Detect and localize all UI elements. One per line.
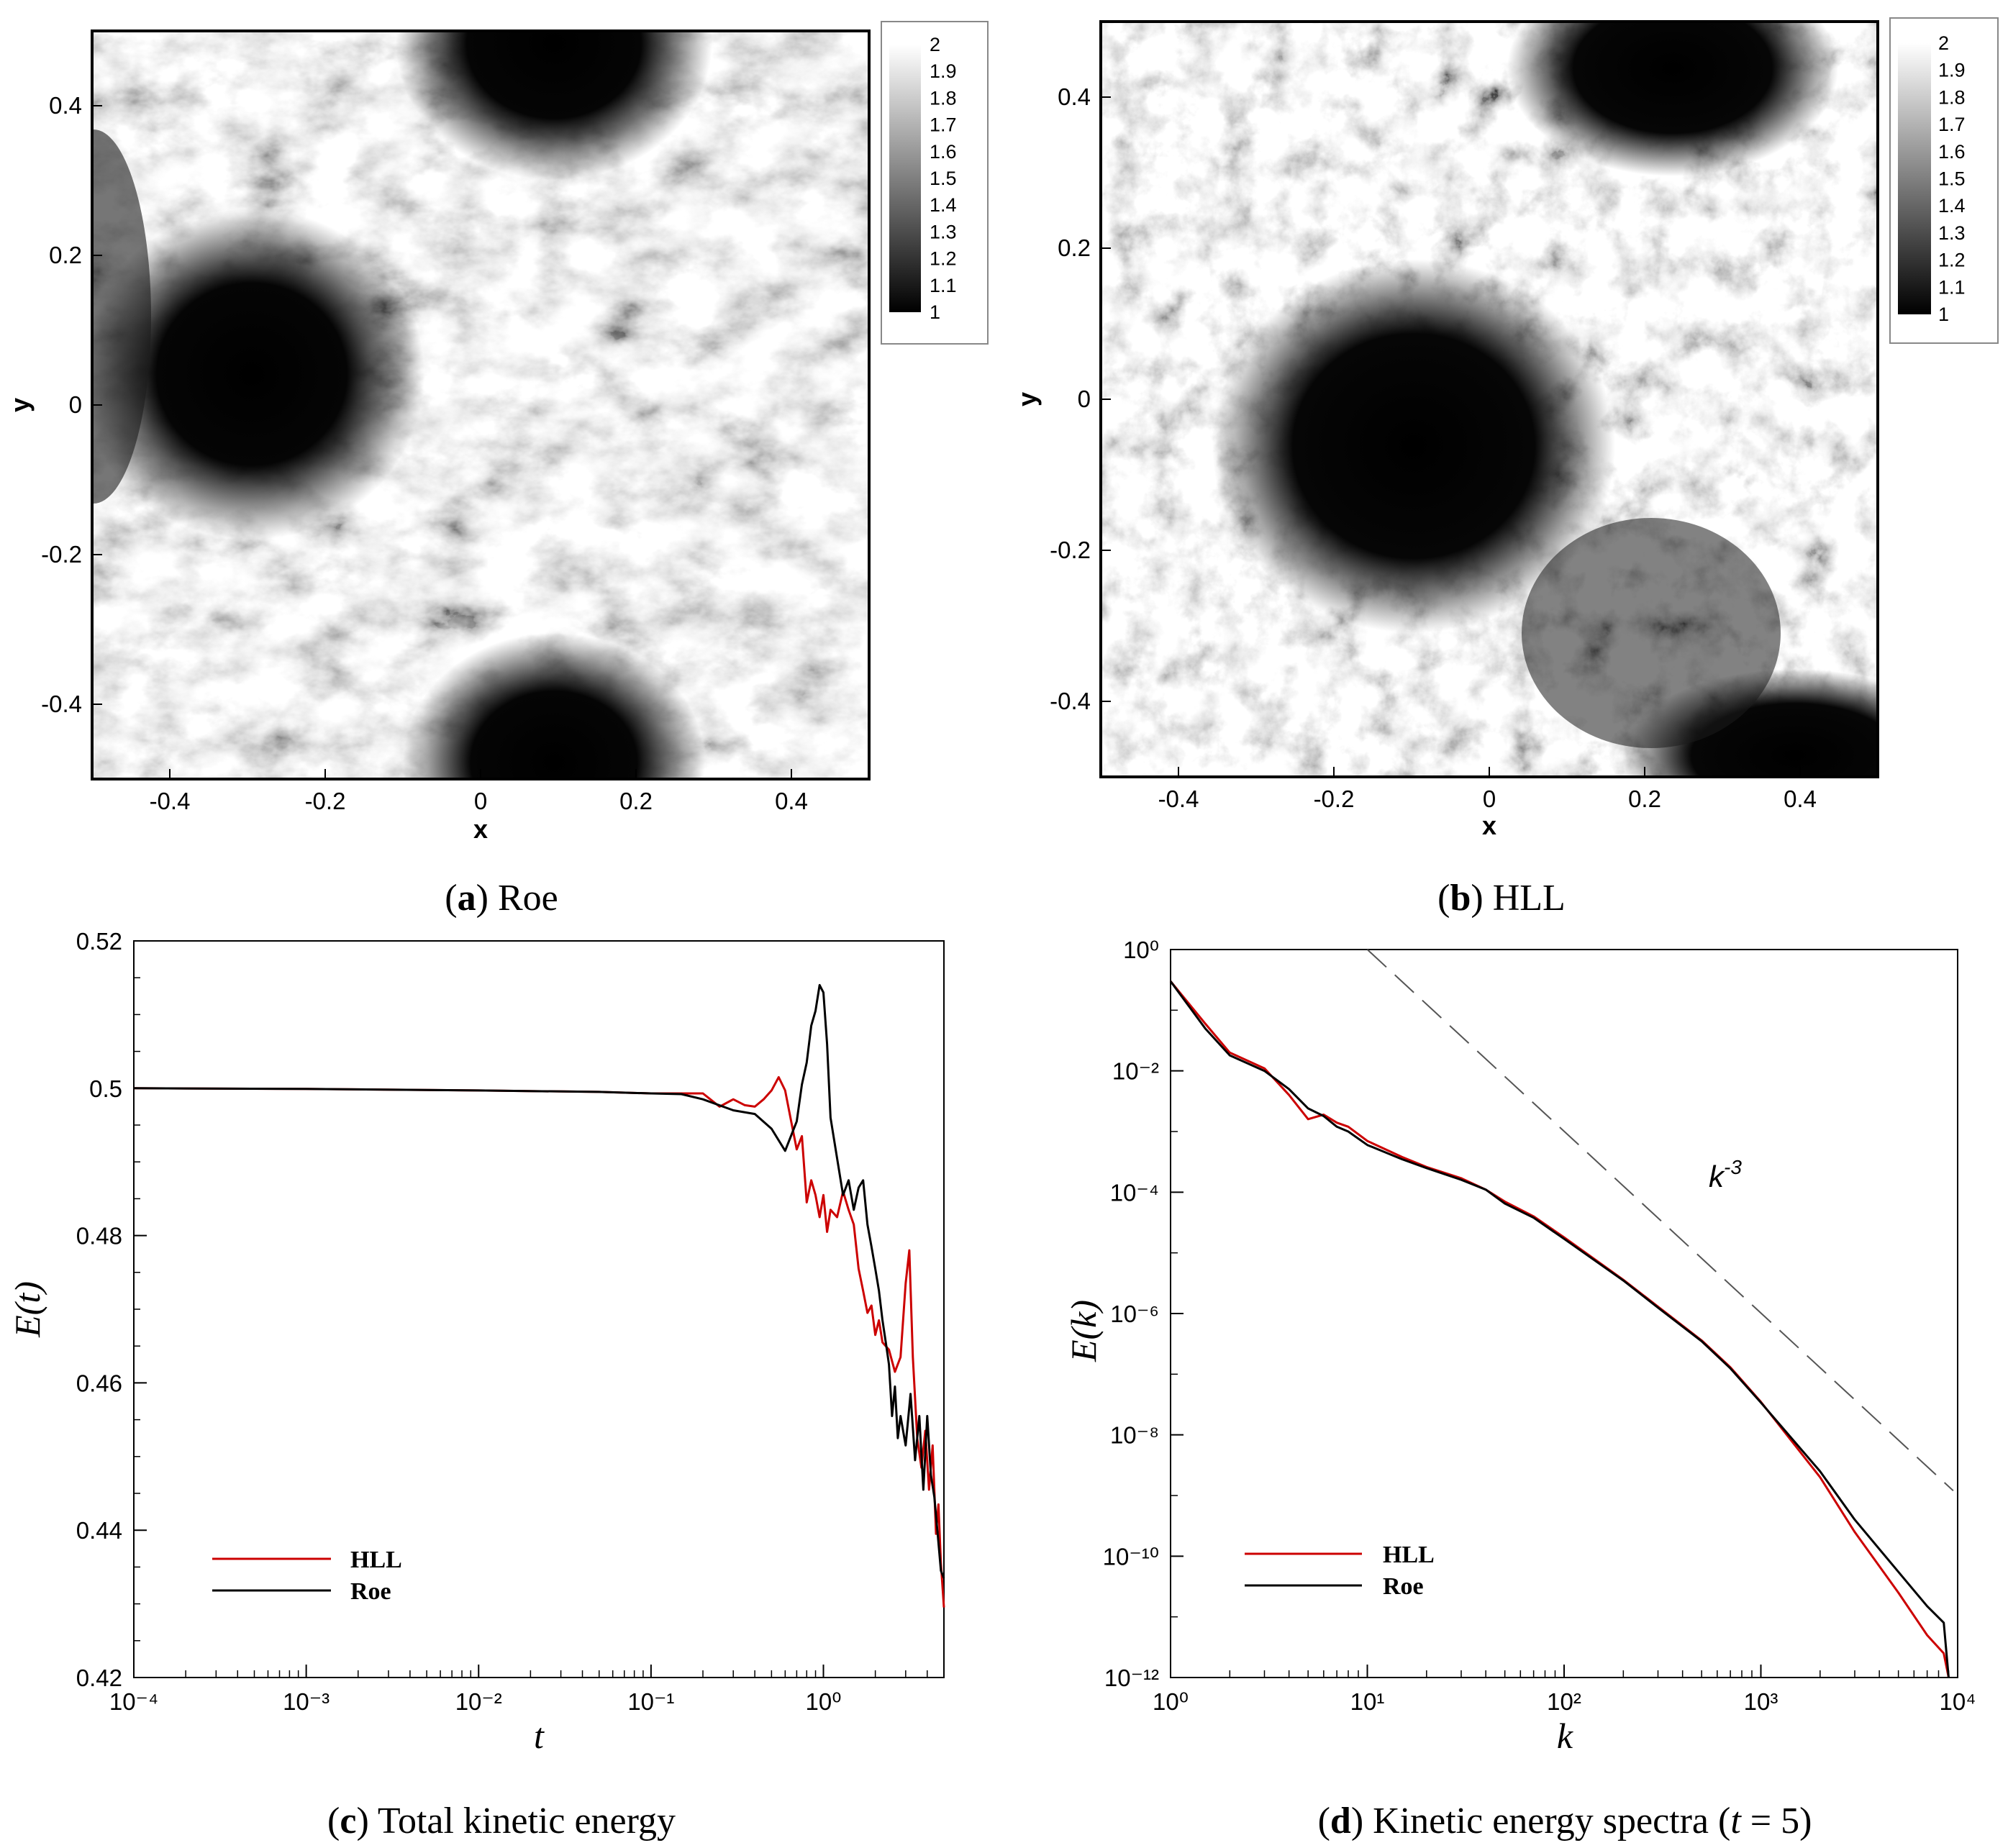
x-tick-label: 0.2 [1628, 786, 1661, 812]
colorbar [1898, 43, 1931, 314]
y-tick-label: -0.4 [1050, 688, 1091, 714]
x-tick-label: 10⁻⁴ [109, 1688, 158, 1715]
y-tick-label: 0.46 [76, 1370, 122, 1396]
colorbar-tick-label: 1.1 [1938, 276, 1966, 298]
slope-annotation: k-3 [1709, 1156, 1742, 1193]
y-tick-label: 10⁻¹⁰ [1103, 1543, 1159, 1570]
y-tick-label: 10⁻² [1112, 1058, 1159, 1085]
x-tick-label: 0 [474, 788, 487, 814]
panel-a-caption: (a) Roe [445, 878, 558, 919]
series-line-hll [133, 1075, 945, 1608]
x-tick-label: 10⁴ [1940, 1688, 1976, 1715]
y-tick-label: 0.4 [49, 92, 82, 119]
y-tick-label: 0.4 [1058, 83, 1091, 110]
y-tick-label: 0.42 [76, 1665, 122, 1691]
colorbar-tick-label: 1.5 [1938, 168, 1966, 190]
colorbar-tick-label: 1.6 [930, 141, 957, 163]
colorbar-tick-label: 1.9 [1938, 60, 1966, 81]
y-axis-label: E(k) [1063, 1300, 1104, 1362]
y-tick-label: 0.48 [76, 1223, 122, 1250]
series-line-hll [1169, 980, 1950, 1678]
reference-slope-line [1366, 949, 1954, 1492]
panel-a-density-plot: -0.4 -0.2 0 0.2 0.4 0.4 0.2 0 -0.2 -0.4 x y 2 1.9… [5, 21, 989, 919]
y-axis-label: y [5, 398, 35, 412]
y-tick-label: 0.52 [76, 928, 122, 955]
panel-c-caption: (c) Total kinetic energy [327, 1801, 676, 1842]
y-tick-label: 0.44 [76, 1517, 122, 1544]
legend-label-roe: Roe [1383, 1573, 1424, 1600]
y-tick-label: -0.2 [1050, 537, 1091, 563]
x-axis-label: k [1557, 1716, 1573, 1756]
x-tick-label: -0.4 [1158, 786, 1199, 812]
legend-label-hll: HLL [350, 1547, 402, 1573]
panel-d-spectra-chart: 10⁰ 10¹ 10² 10³ 10⁴ 10⁰ 10⁻² 10⁻⁴ 10⁻⁶ 10⁻⁸ 10⁻¹⁰ 1… [1063, 937, 1976, 1842]
x-tick-label: -0.4 [150, 788, 191, 814]
legend-label-roe: Roe [350, 1578, 391, 1605]
x-tick-label: -0.2 [305, 788, 346, 814]
x-tick-label: 10¹ [1350, 1688, 1385, 1715]
y-tick-label: 0 [69, 391, 82, 418]
x-axis-label: t [534, 1716, 545, 1756]
colorbar-tick-label: 1.3 [930, 221, 957, 242]
colorbar-tick-label: 1.7 [930, 114, 957, 136]
colorbar-tick-label: 1 [1938, 304, 1949, 325]
x-tick-label: 10⁰ [806, 1688, 842, 1715]
colorbar-tick-label: 2 [930, 34, 940, 55]
x-tick-label: 10⁰ [1153, 1688, 1189, 1715]
colorbar-tick-label: 2 [1938, 32, 1949, 54]
colorbar-tick-label: 1.1 [930, 275, 957, 296]
colorbar-tick-label: 1.4 [1938, 195, 1966, 217]
series-line-roe [1169, 980, 1950, 1678]
series-line-roe [133, 983, 945, 1579]
x-axis-label: x [473, 814, 488, 844]
x-tick-label: 10⁻¹ [627, 1688, 674, 1715]
y-tick-label: -0.4 [41, 691, 82, 717]
x-tick-label: 0.4 [1784, 786, 1817, 812]
y-tick-label: 0.2 [49, 242, 82, 268]
y-tick-label: 10⁻¹² [1104, 1665, 1159, 1691]
y-axis-label: y [1012, 392, 1042, 406]
colorbar-tick-label: 1 [930, 301, 940, 323]
x-tick-label: 0.4 [775, 788, 808, 814]
panel-b-caption: (b) HLL [1437, 878, 1566, 919]
x-tick-label: 10³ [1744, 1688, 1778, 1715]
x-tick-label: 10² [1547, 1688, 1581, 1715]
colorbar-tick-label: 1.5 [930, 168, 957, 189]
plot-frame [133, 940, 945, 1678]
x-tick-label: 10⁻² [455, 1688, 502, 1715]
legend-label-hll: HLL [1383, 1542, 1435, 1568]
colorbar-tick-label: 1.2 [930, 248, 957, 270]
x-tick-label: 10⁻³ [283, 1688, 330, 1715]
x-tick-label: 0 [1483, 786, 1496, 812]
y-tick-label: 10⁻⁸ [1110, 1422, 1159, 1449]
colorbar-tick-label: 1.2 [1938, 250, 1966, 271]
colorbar-tick-label: 1.8 [1938, 86, 1966, 108]
panel-d-caption: (d) Kinetic energy spectra (t = 5) [1318, 1801, 1812, 1842]
y-tick-label: 10⁻⁴ [1110, 1179, 1159, 1206]
colorbar-tick-label: 1.6 [1938, 141, 1966, 163]
plot-frame [1170, 949, 1958, 1678]
y-axis-label: E(t) [7, 1281, 47, 1338]
colorbar-tick-label: 1.8 [930, 87, 957, 109]
colorbar-tick-label: 1.7 [1938, 114, 1966, 135]
panel-c-energy-chart: 10⁻⁴ 10⁻³ 10⁻² 10⁻¹ 10⁰ 0.52 0.5 0.48 0.46 0.44 0.… [7, 928, 945, 1842]
colorbar-tick-label: 1.9 [930, 60, 957, 82]
y-tick-label: 0.5 [89, 1075, 122, 1102]
y-tick-label: 10⁰ [1123, 937, 1159, 963]
x-axis-label: x [1482, 811, 1496, 840]
x-tick-label: 0.2 [619, 788, 653, 814]
colorbar [889, 45, 921, 312]
x-tick-label: -0.2 [1314, 786, 1355, 812]
y-tick-label: 0.2 [1058, 235, 1091, 261]
panel-b-density-plot: -0.4 -0.2 0 0.2 0.4 0.4 0.2 0 -0.2 -0.4 x y 2 1.9… [1012, 17, 1999, 919]
colorbar-tick-label: 1.4 [930, 194, 957, 216]
y-tick-label: 10⁻⁶ [1110, 1301, 1159, 1327]
y-tick-label: 0 [1078, 386, 1091, 412]
y-tick-label: -0.2 [41, 541, 82, 568]
colorbar-tick-label: 1.3 [1938, 222, 1966, 244]
